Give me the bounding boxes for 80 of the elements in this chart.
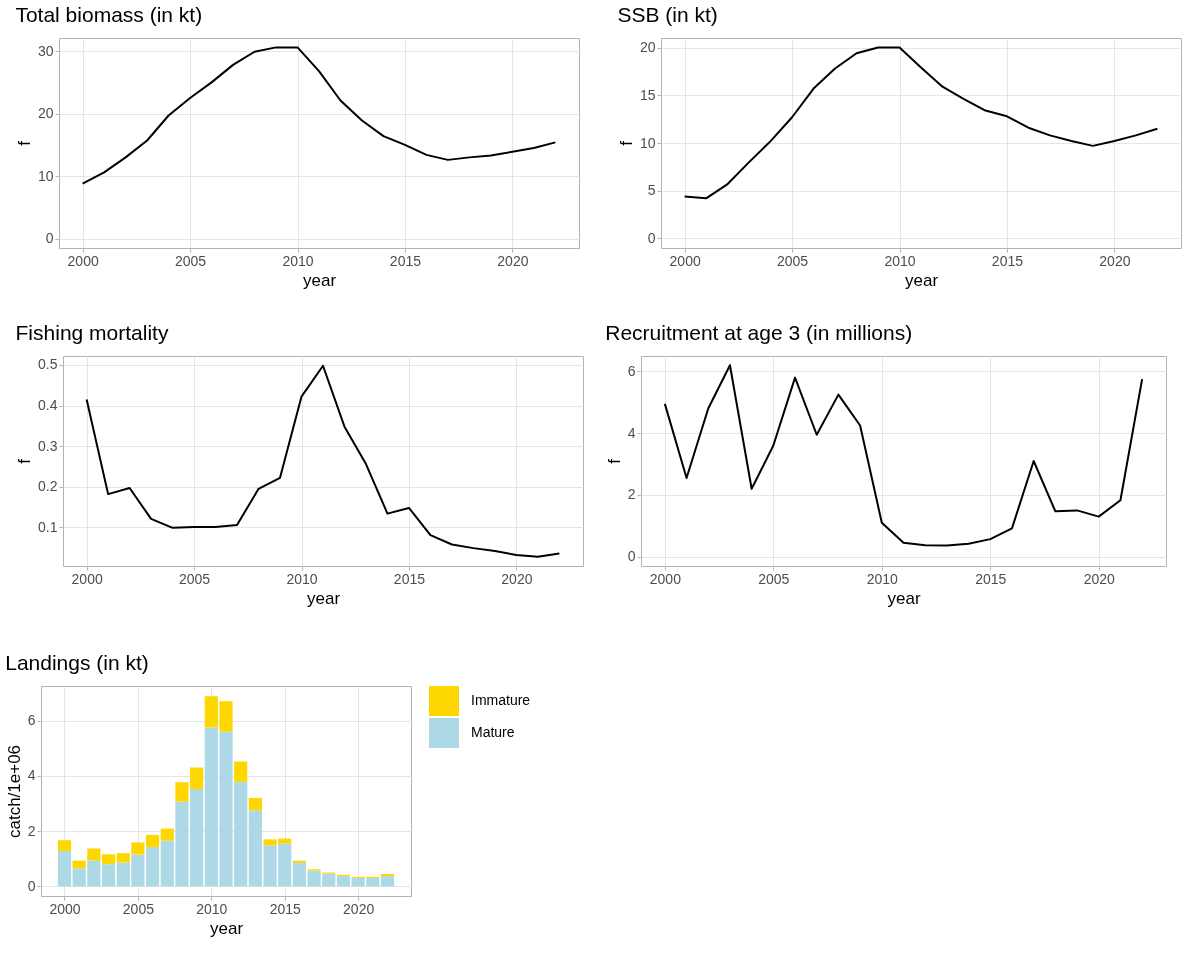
bar xyxy=(160,828,174,841)
bar xyxy=(101,864,116,887)
y-tick-label: 0.2 xyxy=(38,478,58,495)
x-tick-label: 2015 xyxy=(393,570,426,587)
bar xyxy=(380,873,395,877)
x-tick-label: 2010 xyxy=(884,252,916,269)
chart-title: Total biomass (in kt) xyxy=(15,3,203,26)
bar xyxy=(57,850,72,887)
y-tick-label: 20 xyxy=(639,39,656,56)
x-tick-label: 2005 xyxy=(758,570,790,587)
bar xyxy=(234,761,248,782)
x-axis-title: year xyxy=(302,270,337,290)
legend-label: Mature xyxy=(471,724,515,740)
chart-title: SSB (in kt) xyxy=(617,3,718,26)
y-tick-label: 4 xyxy=(27,767,36,784)
x-tick-label: 2015 xyxy=(269,900,302,917)
x-tick-label: 2010 xyxy=(286,570,318,587)
x-tick-label: 2020 xyxy=(1099,252,1131,269)
chart-title: Fishing mortality xyxy=(15,321,169,344)
y-tick-label: 0.4 xyxy=(38,397,58,414)
y-tick-label: 10 xyxy=(37,167,54,184)
chart-title: Landings (in kt) xyxy=(5,651,149,674)
y-tick-label: 2 xyxy=(627,486,636,503)
y-axis-title: catch/1e+06 xyxy=(4,744,24,839)
x-tick-label: 2015 xyxy=(991,252,1024,269)
x-tick-label: 2000 xyxy=(649,570,682,587)
y-tick-label: 6 xyxy=(27,712,36,729)
x-axis-title: year xyxy=(887,588,921,608)
bar xyxy=(292,860,307,863)
chart-title: Recruitment at age 3 (in millions) xyxy=(605,321,913,344)
y-tick-label: 15 xyxy=(639,86,656,103)
x-tick-label: 2000 xyxy=(669,252,701,269)
x-tick-label: 2020 xyxy=(343,900,375,917)
y-tick-label: 0 xyxy=(627,548,636,565)
y-axis-title: f xyxy=(616,140,636,146)
y-tick-label: 0 xyxy=(647,229,656,246)
y-tick-label: 4 xyxy=(627,424,636,441)
y-axis-title: f xyxy=(15,458,35,464)
x-tick-label: 2010 xyxy=(866,570,899,587)
y-tick-label: 20 xyxy=(37,105,54,122)
x-axis-title: year xyxy=(306,588,341,608)
line-series xyxy=(81,46,557,185)
bar xyxy=(57,840,72,851)
x-tick-label: 2000 xyxy=(71,570,103,587)
x-axis-title: year xyxy=(904,270,939,290)
y-tick-label: 0 xyxy=(27,877,36,894)
y-tick-label: 0.3 xyxy=(38,437,58,454)
bar xyxy=(87,848,101,861)
x-tick-label: 2020 xyxy=(501,570,533,587)
bar xyxy=(336,876,351,887)
line-series xyxy=(85,364,561,558)
bar xyxy=(380,876,395,887)
y-axis-title: f xyxy=(14,140,34,146)
x-tick-label: 2005 xyxy=(179,570,211,587)
x-tick-label: 2000 xyxy=(49,900,81,917)
x-tick-label: 2005 xyxy=(777,252,809,269)
x-tick-label: 2020 xyxy=(497,252,529,269)
bar xyxy=(248,797,262,811)
y-tick-label: 0 xyxy=(45,230,54,247)
y-tick-label: 0.1 xyxy=(38,518,58,535)
line-series xyxy=(663,364,1144,547)
x-tick-label: 2010 xyxy=(282,252,314,269)
x-tick-label: 2005 xyxy=(122,900,155,917)
x-axis-title: year xyxy=(209,918,244,938)
y-axis-title: f xyxy=(604,458,624,464)
x-tick-label: 2015 xyxy=(389,252,422,269)
x-tick-label: 2000 xyxy=(67,252,99,269)
y-tick-label: 10 xyxy=(639,134,656,151)
x-tick-label: 2020 xyxy=(1083,570,1116,587)
x-tick-label: 2005 xyxy=(175,252,207,269)
y-tick-label: 5 xyxy=(647,182,656,199)
y-tick-label: 2 xyxy=(27,822,36,839)
y-tick-label: 6 xyxy=(627,362,636,379)
y-tick-label: 0.5 xyxy=(38,356,58,373)
line-series xyxy=(683,46,1159,200)
legend-label: Immature xyxy=(471,692,531,708)
x-tick-label: 2010 xyxy=(196,900,228,917)
y-tick-label: 30 xyxy=(37,42,54,59)
x-tick-label: 2015 xyxy=(975,570,1007,587)
bar xyxy=(101,854,116,865)
